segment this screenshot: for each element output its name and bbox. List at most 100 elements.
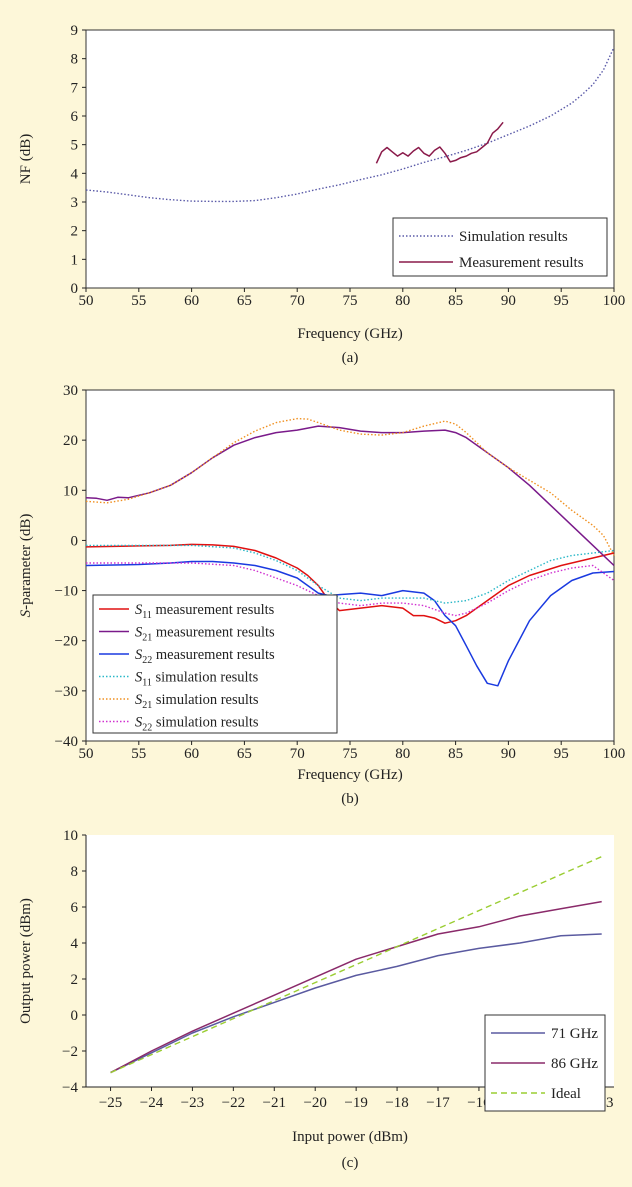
y-tick-label: 10 (63, 483, 78, 499)
chart-panel-a: 0 1 2 3 4 5 6 7 8 9 50 55 60 65 70 75 80 85 90 95 100 Frequen… (18, 23, 625, 366)
x-tick-label: −24 (140, 1095, 164, 1111)
y-tick-label: −40 (55, 734, 78, 750)
x-tick-label: 95 (554, 293, 569, 309)
legend-text: simulation results (152, 715, 259, 731)
legend-text: measurement results (152, 625, 275, 641)
x-axis-label: Input power (dBm) (292, 1129, 408, 1145)
legend-text: measurement results (152, 647, 275, 663)
x-tick-label: 90 (501, 746, 516, 762)
legend-symbol: S (135, 692, 143, 708)
series-line-1 (375, 121, 504, 164)
y-tick-label: 5 (71, 138, 79, 154)
x-tick-label: 80 (395, 746, 410, 762)
y-axis-label-symbol: S (18, 609, 34, 617)
panel-caption: (c) (342, 1155, 359, 1171)
legend-label-0: Simulation results (459, 229, 568, 245)
x-tick-label: −19 (344, 1095, 367, 1111)
x-tick-label: −18 (385, 1095, 408, 1111)
x-tick-label: 75 (343, 293, 358, 309)
x-tick-label: −22 (222, 1095, 245, 1111)
legend: Simulation results Measurement results (392, 217, 608, 277)
legend-label-5: S22 simulation results (135, 715, 259, 734)
legend-symbol: S (135, 647, 143, 663)
y-tick-label: 0 (71, 281, 79, 297)
legend-label-2: Ideal (551, 1086, 581, 1102)
y-tick-label: −10 (55, 584, 78, 600)
legend-subscript: 11 (142, 610, 152, 621)
y-tick-label: 0 (71, 1008, 79, 1024)
x-tick-label: 60 (184, 293, 199, 309)
legend-label-1: 86 GHz (551, 1056, 598, 1072)
y-tick-label: 2 (71, 972, 79, 988)
legend-subscript: 22 (142, 723, 152, 734)
x-tick-label: 65 (237, 746, 252, 762)
x-tick-label: −21 (263, 1095, 286, 1111)
x-tick-label: 65 (237, 293, 252, 309)
y-axis-label: S-parameter (dB) (18, 514, 34, 618)
legend-subscript: 22 (142, 655, 152, 666)
y-tick-label: −4 (62, 1080, 78, 1096)
series-line-2 (85, 560, 615, 687)
series-line-5 (86, 562, 615, 617)
series-line-0 (85, 46, 615, 203)
x-tick-label: 70 (290, 746, 305, 762)
y-tick-label: 4 (71, 166, 79, 182)
y-tick-label: −30 (55, 684, 78, 700)
x-tick-label: 90 (501, 293, 516, 309)
x-tick-label: 55 (131, 746, 146, 762)
legend-symbol: S (135, 670, 143, 686)
x-tick-label: −25 (99, 1095, 122, 1111)
x-tick-label: 85 (448, 746, 463, 762)
y-axis-label: NF (dB) (18, 134, 34, 184)
legend-text: measurement results (152, 602, 275, 618)
x-tick-label: −17 (426, 1095, 450, 1111)
y-tick-label: 6 (71, 109, 79, 125)
legend-label-1: Measurement results (459, 255, 584, 271)
panel-caption: (b) (341, 791, 359, 807)
legend-subscript: 21 (142, 633, 152, 644)
legend-text: simulation results (152, 692, 259, 708)
x-tick-label: 85 (448, 293, 463, 309)
y-tick-label: 8 (71, 52, 79, 68)
x-tick-label: 60 (184, 746, 199, 762)
legend-symbol: S (135, 625, 143, 641)
legend-subscript: 11 (142, 678, 152, 689)
y-tick-label: 6 (71, 900, 79, 916)
y-tick-label: 10 (63, 828, 78, 844)
series-line-3 (86, 544, 615, 604)
series-line-0 (85, 543, 615, 624)
series-line-1 (110, 900, 602, 1074)
y-tick-label: −20 (55, 634, 78, 650)
legend-label-1: S21 measurement results (135, 625, 275, 644)
legend-box (392, 217, 608, 277)
y-tick-label: 0 (71, 533, 79, 549)
legend-subscript: 21 (142, 700, 152, 711)
x-tick-label: −20 (303, 1095, 326, 1111)
x-tick-label: 95 (554, 746, 569, 762)
x-axis-label: Frequency (GHz) (297, 767, 402, 783)
legend-label-0: 71 GHz (551, 1026, 598, 1042)
series-line-0 (110, 933, 602, 1074)
x-axis-label: Frequency (GHz) (297, 326, 402, 342)
x-tick-label: −23 (181, 1095, 204, 1111)
y-tick-label: 4 (71, 936, 79, 952)
y-tick-label: 3 (71, 195, 79, 211)
legend-label-4: S21 simulation results (135, 692, 259, 711)
legend-box (92, 594, 338, 734)
y-axis-label-text: -parameter (dB) (18, 514, 34, 610)
legend-label-3: S11 simulation results (135, 670, 259, 689)
x-tick-label: 50 (79, 293, 94, 309)
y-tick-label: 2 (71, 224, 79, 240)
x-tick-label: 55 (131, 293, 146, 309)
x-tick-label: 80 (395, 293, 410, 309)
panel-caption: (a) (342, 350, 359, 366)
x-tick-label: 75 (343, 746, 358, 762)
y-tick-label: 8 (71, 864, 79, 880)
y-tick-label: 20 (63, 433, 78, 449)
series-line-1 (85, 425, 615, 567)
y-tick-label: −2 (62, 1044, 78, 1060)
legend-symbol: S (135, 602, 143, 618)
